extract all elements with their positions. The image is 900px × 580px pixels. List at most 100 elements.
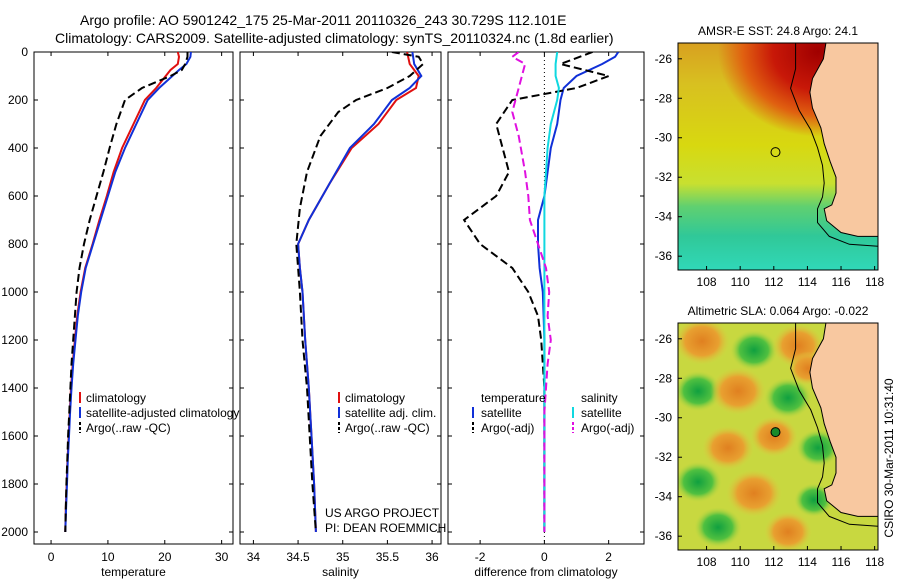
coastline (809, 323, 878, 517)
legend-group-title: salinity (581, 391, 618, 405)
sla-anomaly-patch (726, 469, 782, 518)
side-timestamp-label: CSIRO 30-Mar-2011 10:31:40 (882, 378, 896, 538)
y-tick-label: 0 (21, 45, 28, 59)
map-x-tick-label: 110 (731, 555, 750, 569)
map-x-tick-label: 116 (831, 555, 850, 569)
x-tick-label: 34.5 (286, 550, 310, 564)
map-x-tick-label: 114 (798, 555, 817, 569)
map-y-tick-label: -36 (655, 529, 673, 543)
sla-anomaly-patch (678, 370, 722, 412)
map-y-tick-label: -30 (655, 411, 673, 425)
x-tick-label: 36 (425, 550, 439, 564)
map-x-tick-label: 112 (764, 275, 783, 289)
map-frame (677, 42, 879, 271)
x-tick-label: 30 (215, 550, 229, 564)
argo-float-marker (770, 427, 781, 438)
legend-label: Argo(..raw -QC) (86, 421, 171, 435)
x-tick-label: 20 (158, 550, 172, 564)
y-tick-label: 600 (8, 189, 28, 203)
map-x-tick-label: 118 (865, 275, 884, 289)
legend-label: Argo(-adj) (481, 421, 534, 435)
shelf-contour (790, 323, 878, 527)
x-axis-label-salinity: salinity (322, 565, 359, 579)
map-frame (677, 322, 879, 551)
sla-anomaly-patch (678, 323, 730, 365)
project-annotation: PI: DEAN ROEMMICH (325, 521, 446, 535)
x-tick-label: 35 (336, 550, 350, 564)
series-line (64, 52, 189, 533)
y-tick-label: 1200 (1, 333, 28, 347)
sla-anomaly-patch (730, 329, 778, 371)
x-tick-label: 35.5 (376, 550, 400, 564)
map-x-tick-label: 108 (697, 275, 717, 289)
x-tick-label: -2 (475, 550, 486, 564)
legend-label: satellite adj. clim. (345, 406, 436, 420)
x-tick-label: 2 (605, 550, 612, 564)
sla-anomaly-patch (764, 511, 812, 550)
series-line (64, 52, 192, 533)
x-axis-label-difference: difference from climatology (474, 565, 617, 579)
map-field-sst (678, 43, 878, 270)
x-tick-label: 0 (541, 550, 548, 564)
plot-area-salinity (295, 52, 425, 533)
map-y-tick-label: -30 (655, 131, 673, 145)
map-x-tick-label: 108 (697, 555, 717, 569)
figure-title-line1: Argo profile: AO 5901242_175 25-Mar-2011… (80, 12, 567, 28)
legend-label: satellite (481, 406, 522, 420)
x-tick-label: 34 (247, 550, 261, 564)
map-y-tick-label: -32 (655, 450, 673, 464)
land-mass (809, 323, 878, 550)
series-line (543, 52, 560, 532)
map-title-sla: Altimetric SLA: 0.064 Argo: -0.022 (688, 304, 869, 318)
series-line (295, 52, 425, 533)
series-line (297, 52, 423, 533)
project-annotation: US ARGO PROJECT (325, 506, 440, 520)
map-y-tick-label: -26 (655, 52, 673, 66)
y-tick-label: 1600 (1, 429, 28, 443)
map-x-tick-label: 114 (798, 275, 817, 289)
series-line (462, 52, 613, 532)
legend-label: climatology (86, 391, 146, 405)
map-x-tick-label: 118 (865, 555, 884, 569)
y-tick-label: 1400 (1, 381, 28, 395)
y-tick-label: 2000 (1, 525, 28, 539)
map-field-sla (678, 323, 878, 550)
map-x-tick-label: 112 (764, 555, 783, 569)
map-title-sst: AMSR-E SST: 24.8 Argo: 24.1 (698, 24, 858, 38)
map-y-tick-label: -26 (655, 332, 673, 346)
plot-frame-salinity (239, 51, 442, 545)
sla-anomaly-patch (764, 377, 812, 419)
sla-anomaly-patch (678, 461, 722, 503)
map-x-tick-label: 110 (731, 275, 750, 289)
map-y-tick-label: -32 (655, 170, 673, 184)
sla-anomaly-patch (710, 367, 766, 415)
map-sst: AMSR-E SST: 24.8 Argo: 24.1 108 110 112 114 1… (655, 24, 885, 289)
legend-label: satellite (581, 406, 622, 420)
map-sla: Altimetric SLA: 0.064 Argo: -0.022 108 110… (655, 304, 885, 569)
y-tick-label: 1800 (1, 477, 28, 491)
map-y-tick-label: -28 (655, 91, 673, 105)
series-line (510, 52, 552, 532)
legend-label: Argo(..raw -QC) (345, 421, 430, 435)
sla-anomaly-patch (694, 506, 742, 548)
x-tick-label: 10 (101, 550, 115, 564)
map-y-tick-label: -34 (655, 210, 673, 224)
sla-anomaly-patch (794, 483, 834, 518)
figure-title-line2: Climatology: CARS2009. Satellite-adjuste… (55, 30, 614, 46)
y-tick-label: 200 (8, 93, 28, 107)
y-tick-label: 800 (8, 237, 28, 251)
coastline (809, 43, 878, 237)
y-tick-label: 1000 (1, 285, 28, 299)
plot-frame-difference (447, 51, 645, 545)
sla-anomaly-patch (702, 425, 754, 470)
shelf-contour (790, 43, 878, 247)
y-tick-label: 400 (8, 141, 28, 155)
map-y-tick-label: -28 (655, 371, 673, 385)
panel-salinity: 34 34.5 35 35.5 36 salinity climatologysatelli… (239, 51, 446, 579)
legend-label: climatology (345, 391, 405, 405)
legend-label: Argo(-adj) (581, 421, 634, 435)
map-x-tick-label: 116 (831, 275, 850, 289)
plot-area-difference (462, 52, 620, 544)
